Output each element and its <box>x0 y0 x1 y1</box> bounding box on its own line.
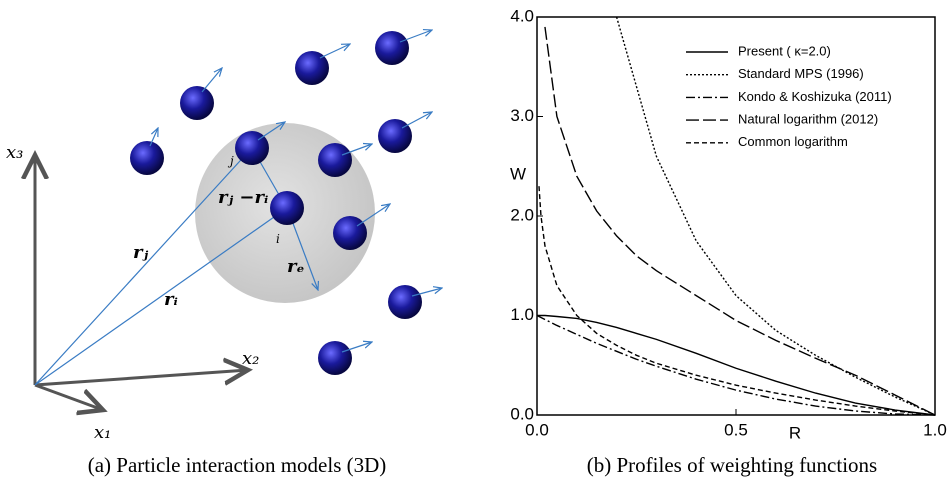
particle <box>378 119 412 153</box>
particle <box>295 51 329 85</box>
label-x3: x₃ <box>6 142 23 163</box>
velocity-arrow <box>399 30 432 43</box>
velocity-arrow <box>319 44 350 59</box>
label-j: j <box>227 154 234 168</box>
y-tick-label: 0.0 <box>510 404 534 423</box>
velocity-arrow <box>341 342 372 353</box>
axis-x2 <box>34 370 248 387</box>
series-line <box>544 26 936 416</box>
particle <box>318 341 352 375</box>
particle <box>235 131 269 165</box>
x-tick-label: 1.0 <box>923 420 947 439</box>
legend-label: Kondo & Koshizuka (2011) <box>738 89 892 104</box>
x-axis-label: R <box>789 423 801 442</box>
series-line <box>538 186 936 416</box>
label-rj-ri: rⱼ −rᵢ <box>218 187 268 208</box>
velocity-arrow <box>401 112 432 129</box>
particle <box>130 141 164 175</box>
caption: (a) Particle interaction models (3D) <box>88 453 387 477</box>
label-rj: rⱼ <box>133 242 148 263</box>
particle <box>333 216 367 250</box>
vector-ri <box>34 210 284 386</box>
velocity-arrow <box>341 144 372 156</box>
label-x1: x₁ <box>94 422 111 443</box>
legend-label: Standard MPS (1996) <box>738 66 864 81</box>
series-line <box>537 314 936 416</box>
diagram: x₃ x₂ x₁ rⱼ rᵢ rⱼ −rᵢ rₑ j i (a) Particl… <box>6 30 442 477</box>
velocity-arrow <box>201 68 222 93</box>
caption: (b) Profiles of weighting functions <box>587 453 877 477</box>
legend-label: Present ( κ=2.0) <box>738 43 831 58</box>
label-x2: x₂ <box>242 348 259 369</box>
particle <box>375 31 409 65</box>
legend-label: Natural logarithm (2012) <box>738 112 878 127</box>
y-axis-label: W <box>510 164 526 183</box>
y-tick-label: 2.0 <box>510 205 534 224</box>
particle <box>388 285 422 319</box>
plot-frame <box>536 16 936 416</box>
particle <box>318 143 352 177</box>
label-i: i <box>276 232 280 246</box>
x-tick-label: 0.5 <box>724 420 748 439</box>
chart: (b) Profiles of weighting functions W R … <box>510 6 947 477</box>
axis-x1 <box>34 383 103 410</box>
particle <box>270 191 304 225</box>
legend-label: Common logarithm <box>738 134 848 149</box>
label-re: rₑ <box>287 256 304 277</box>
series-line <box>615 16 936 416</box>
y-tick-label: 1.0 <box>510 305 534 324</box>
particles <box>130 30 442 375</box>
velocity-arrow <box>356 204 390 227</box>
particle <box>180 86 214 120</box>
series-line <box>536 314 936 416</box>
y-tick-label: 4.0 <box>510 6 534 25</box>
vector-rj <box>34 150 250 386</box>
y-tick-label: 3.0 <box>510 106 534 125</box>
velocity-arrow <box>411 288 442 297</box>
velocity-arrow <box>257 122 285 141</box>
velocity-arrow <box>149 128 158 147</box>
label-ri: rᵢ <box>164 289 178 310</box>
x-tick-label: 0.0 <box>525 420 549 439</box>
